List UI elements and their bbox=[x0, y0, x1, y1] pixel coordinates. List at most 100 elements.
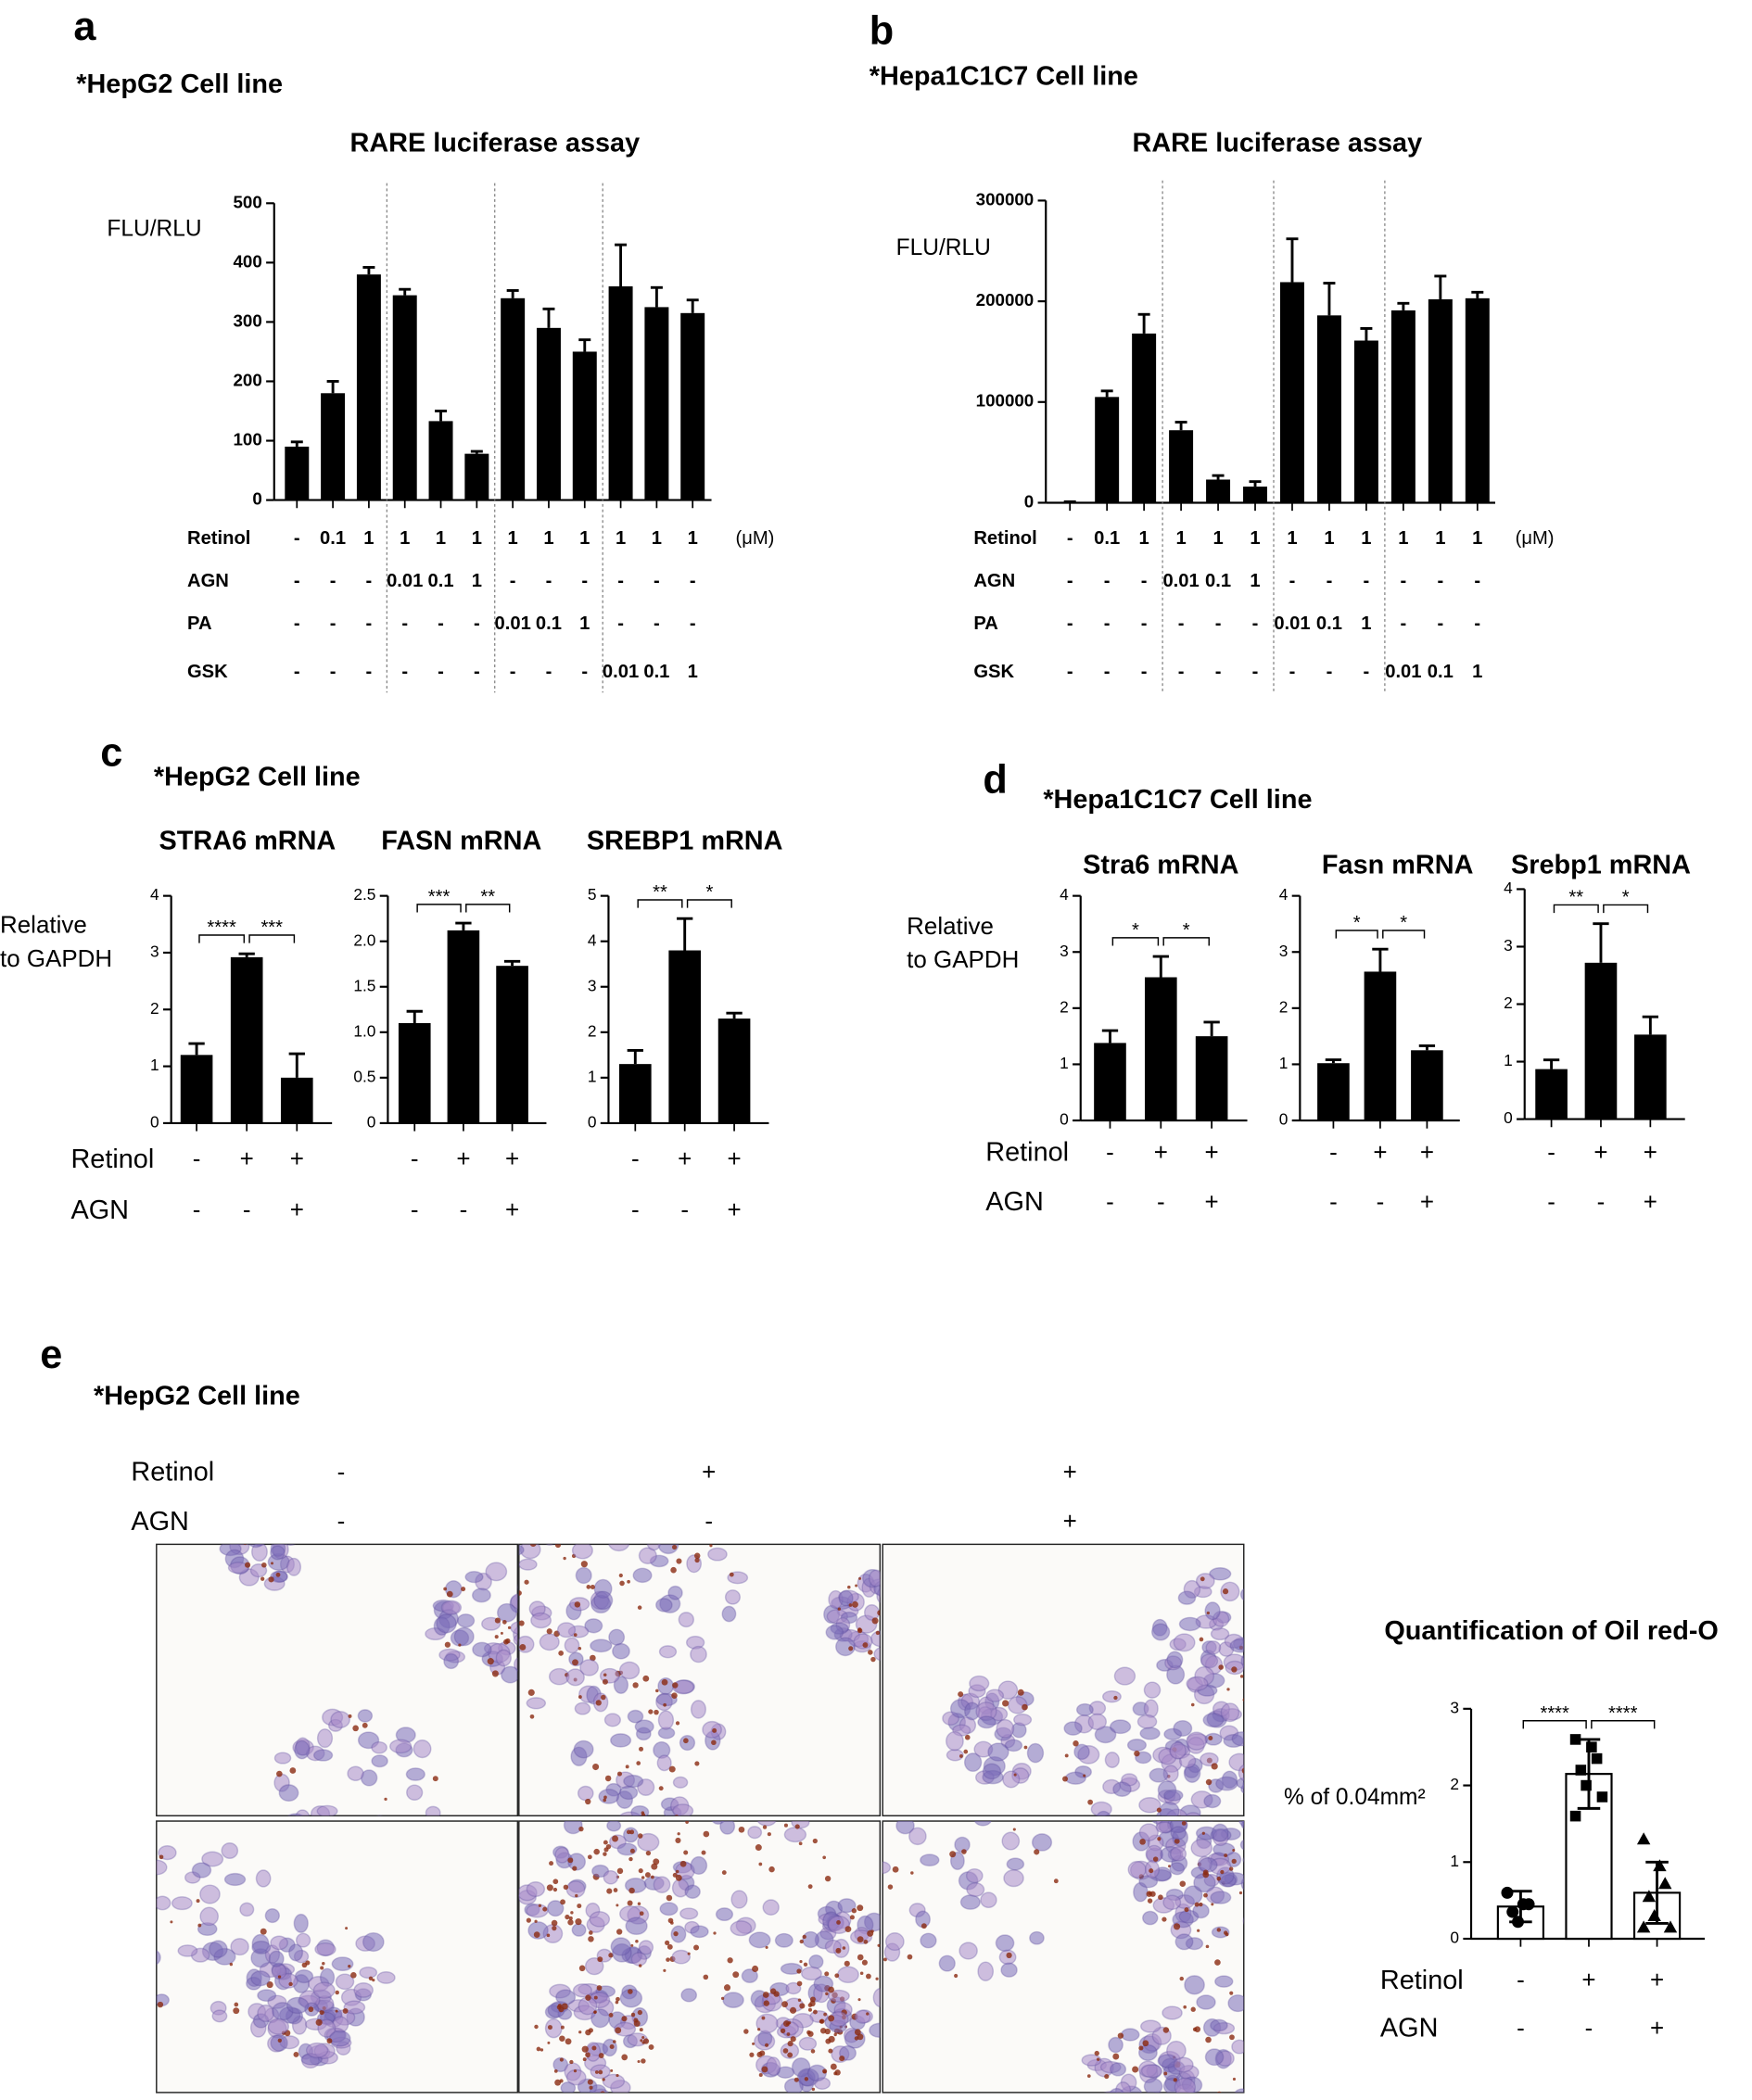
cell bbox=[453, 1626, 475, 1647]
lipid-droplet bbox=[963, 1749, 969, 1754]
condition-label: Retinol bbox=[973, 528, 1036, 549]
lipid-droplet bbox=[1199, 1637, 1204, 1642]
lipid-droplet bbox=[268, 1576, 274, 1583]
bar bbox=[1094, 1043, 1126, 1121]
lipid-droplet bbox=[920, 1923, 927, 1929]
condition-value: + bbox=[1373, 1138, 1387, 1166]
cell bbox=[798, 2036, 818, 2051]
data-point bbox=[1653, 1859, 1667, 1872]
lipid-droplet bbox=[293, 2052, 299, 2057]
cell bbox=[425, 1805, 441, 1816]
condition-value: - bbox=[243, 1195, 251, 1223]
cell bbox=[590, 2008, 610, 2029]
lipid-droplet bbox=[1149, 1891, 1156, 1897]
lipid-droplet bbox=[1263, 1746, 1266, 1750]
lipid-droplet bbox=[613, 1888, 618, 1892]
cell bbox=[854, 2009, 871, 2024]
condition-value: - bbox=[1327, 662, 1333, 682]
cell bbox=[1276, 1590, 1290, 1608]
lipid-droplet bbox=[680, 1509, 685, 1513]
lipid-droplet bbox=[352, 1725, 359, 1732]
cell bbox=[201, 1851, 224, 1867]
cell bbox=[1209, 1567, 1232, 1581]
condition-value: 0.1 bbox=[1205, 571, 1231, 591]
condition-value: - bbox=[1547, 1187, 1555, 1215]
cell bbox=[209, 1940, 228, 1958]
significance-bracket bbox=[198, 934, 246, 943]
lipid-droplet bbox=[828, 2035, 835, 2043]
lipid-droplet bbox=[833, 2032, 837, 2037]
lipid-droplet bbox=[1225, 1932, 1229, 1937]
cell bbox=[230, 1938, 249, 1956]
lipid-droplet bbox=[1183, 2005, 1187, 2009]
cell bbox=[537, 1532, 552, 1543]
lipid-droplet bbox=[1246, 1929, 1251, 1934]
lipid-droplet bbox=[635, 1939, 639, 1943]
lipid-droplet bbox=[616, 1867, 624, 1875]
lipid-droplet bbox=[608, 1953, 614, 1958]
y-axis-label: Relative bbox=[0, 911, 87, 939]
y-tick-label: 3 bbox=[1504, 936, 1513, 955]
cell bbox=[1210, 2018, 1228, 2032]
lipid-droplet bbox=[701, 1850, 706, 1855]
cell bbox=[475, 1524, 495, 1541]
condition-value: - bbox=[1401, 571, 1407, 591]
lipid-droplet bbox=[244, 1562, 251, 1568]
condition-value: - bbox=[1517, 2014, 1525, 2042]
lipid-droplet bbox=[713, 1931, 717, 1935]
cell bbox=[659, 1902, 679, 1917]
cell bbox=[658, 1645, 678, 1659]
cell bbox=[1277, 1602, 1299, 1619]
condition-value: + bbox=[1420, 1187, 1434, 1215]
condition-value: - bbox=[1327, 571, 1333, 591]
lipid-droplet bbox=[1228, 1866, 1234, 1871]
cell bbox=[545, 1544, 554, 1546]
unit-label: (μM) bbox=[1516, 528, 1555, 549]
cell bbox=[362, 1931, 385, 1953]
cell bbox=[574, 1702, 591, 1715]
cell bbox=[920, 1853, 940, 1866]
lipid-droplet bbox=[261, 1562, 267, 1568]
lipid-droplet bbox=[949, 1851, 957, 1858]
chart-title: Srebp1 mRNA bbox=[1511, 851, 1691, 880]
data-point bbox=[1636, 1832, 1651, 1845]
lipid-droplet bbox=[565, 1914, 570, 1920]
lipid-droplet bbox=[825, 1992, 829, 1996]
cell bbox=[813, 1975, 834, 1992]
lipid-droplet bbox=[560, 2025, 565, 2030]
cell bbox=[963, 1752, 983, 1773]
lipid-droplet bbox=[290, 1519, 295, 1524]
lipid-droplet bbox=[1064, 1753, 1069, 1758]
lipid-droplet bbox=[849, 1915, 855, 1920]
lipid-droplet bbox=[828, 1986, 834, 1993]
lipid-droplet bbox=[783, 2020, 790, 2028]
lipid-droplet bbox=[595, 1700, 602, 1706]
lipid-droplet bbox=[632, 1682, 639, 1689]
lipid-droplet bbox=[819, 2028, 827, 2034]
lipid-droplet bbox=[1255, 1815, 1261, 1821]
cell bbox=[1289, 1748, 1307, 1760]
lipid-droplet bbox=[663, 1968, 667, 1972]
lipid-droplet bbox=[648, 1709, 654, 1714]
condition-value: + bbox=[1063, 1458, 1077, 1486]
cell bbox=[1202, 1713, 1225, 1727]
cell bbox=[1260, 1631, 1277, 1650]
cell bbox=[317, 2018, 336, 2038]
lipid-droplet bbox=[1256, 1970, 1260, 1974]
lipid-droplet bbox=[615, 2000, 619, 2005]
cell bbox=[371, 1740, 387, 1754]
lipid-droplet bbox=[862, 1642, 869, 1649]
condition-label: AGN bbox=[187, 571, 229, 591]
lipid-droplet bbox=[1022, 1703, 1028, 1711]
condition-value: 0.01 bbox=[387, 571, 423, 591]
lipid-droplet bbox=[658, 1786, 664, 1791]
lipid-droplet bbox=[494, 1617, 501, 1624]
lipid-droplet bbox=[628, 1856, 633, 1862]
cell bbox=[1138, 1797, 1162, 1814]
significance-bracket bbox=[1111, 937, 1160, 946]
data-point bbox=[1522, 1898, 1535, 1911]
lipid-droplet bbox=[671, 1544, 678, 1550]
lipid-droplet bbox=[1158, 1894, 1163, 1901]
lipid-droplet bbox=[1086, 2092, 1088, 2093]
cell bbox=[270, 2033, 288, 2052]
